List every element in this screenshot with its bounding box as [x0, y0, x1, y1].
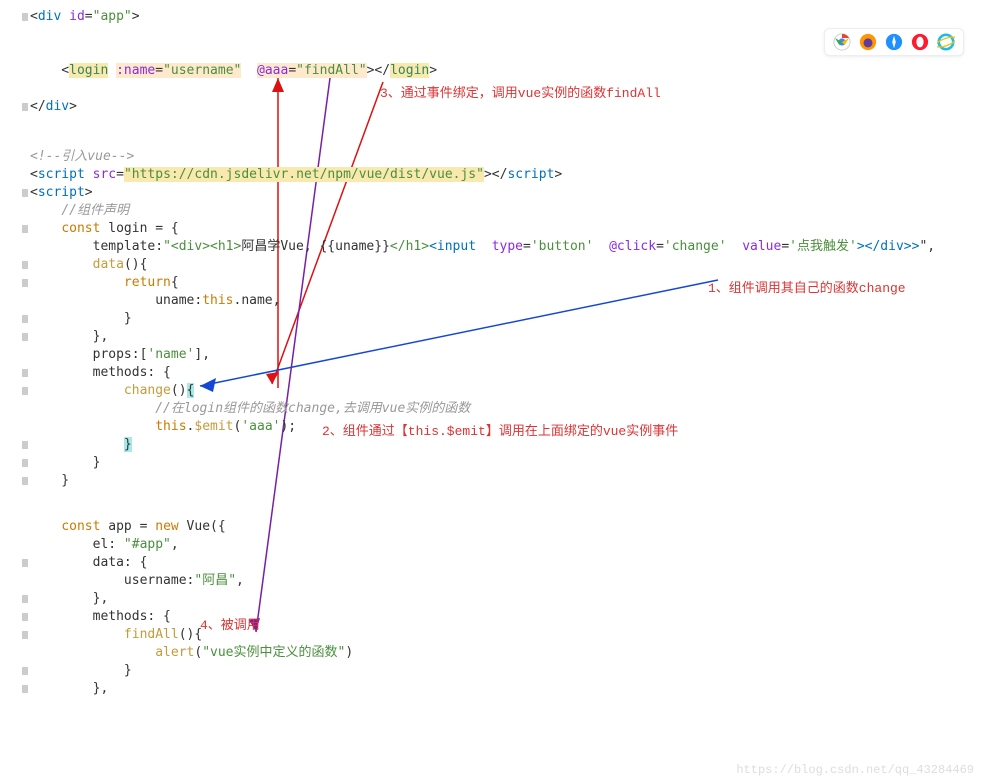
- code-line: <login :name="username" @aaa="findAll"><…: [30, 62, 437, 80]
- code-line: },: [30, 590, 108, 608]
- code-line: <script src="https://cdn.jsdelivr.net/np…: [30, 166, 562, 184]
- code-line: },: [30, 328, 108, 346]
- code-line: methods: {: [30, 608, 171, 626]
- code-line: }: [30, 662, 132, 680]
- annotation-text: 2、组件通过【this.$emit】调用在上面绑定的vue实例事件: [322, 420, 678, 439]
- annotation-text: 3、通过事件绑定，调用vue实例的函数findAll: [380, 82, 661, 101]
- code-line: }: [30, 472, 69, 490]
- code-line: <script>: [30, 184, 93, 202]
- code-line: //在login组件的函数change,去调用vue实例的函数: [30, 400, 470, 418]
- code-line: <!--引入vue-->: [30, 148, 134, 166]
- code-line: //组件声明: [30, 202, 129, 220]
- firefox-icon: [859, 33, 877, 51]
- code-line: findAll(){: [30, 626, 202, 644]
- code-line: },: [30, 680, 108, 698]
- code-line: </div>: [30, 98, 77, 116]
- opera-icon: [911, 33, 929, 51]
- code-line: change(){: [30, 382, 194, 400]
- code-line: username:"阿昌",: [30, 572, 244, 590]
- code-line: }: [30, 436, 132, 454]
- code-line: const app = new Vue({: [30, 518, 226, 536]
- gutter: [22, 0, 28, 781]
- code-line: template:"<div><h1>阿昌学Vue, {{uname}}</h1…: [30, 238, 935, 256]
- code-line: <div id="app">: [30, 8, 140, 26]
- annotation-text: 1、组件调用其自己的函数change: [708, 277, 906, 296]
- code-line: }: [30, 454, 100, 472]
- safari-icon: [885, 33, 903, 51]
- code-line: alert("vue实例中定义的函数"): [30, 644, 353, 662]
- code-line: }: [30, 310, 132, 328]
- code-line: this.$emit('aaa');: [30, 418, 296, 436]
- code-line: data(){: [30, 256, 147, 274]
- chrome-icon: [833, 33, 851, 51]
- code-line: props:['name'],: [30, 346, 210, 364]
- code-line: uname:this.name,: [30, 292, 280, 310]
- code-line: el: "#app",: [30, 536, 179, 554]
- annotation-text: 4、被调用: [200, 614, 260, 633]
- watermark: https://blog.csdn.net/qq_43284469: [736, 763, 974, 777]
- code-line: methods: {: [30, 364, 171, 382]
- code-line: data: {: [30, 554, 147, 572]
- browser-icons-bar: [824, 28, 964, 56]
- code-line: const login = {: [30, 220, 179, 238]
- code-editor: [0, 0, 982, 4]
- ie-icon: [937, 33, 955, 51]
- code-line: return{: [30, 274, 179, 292]
